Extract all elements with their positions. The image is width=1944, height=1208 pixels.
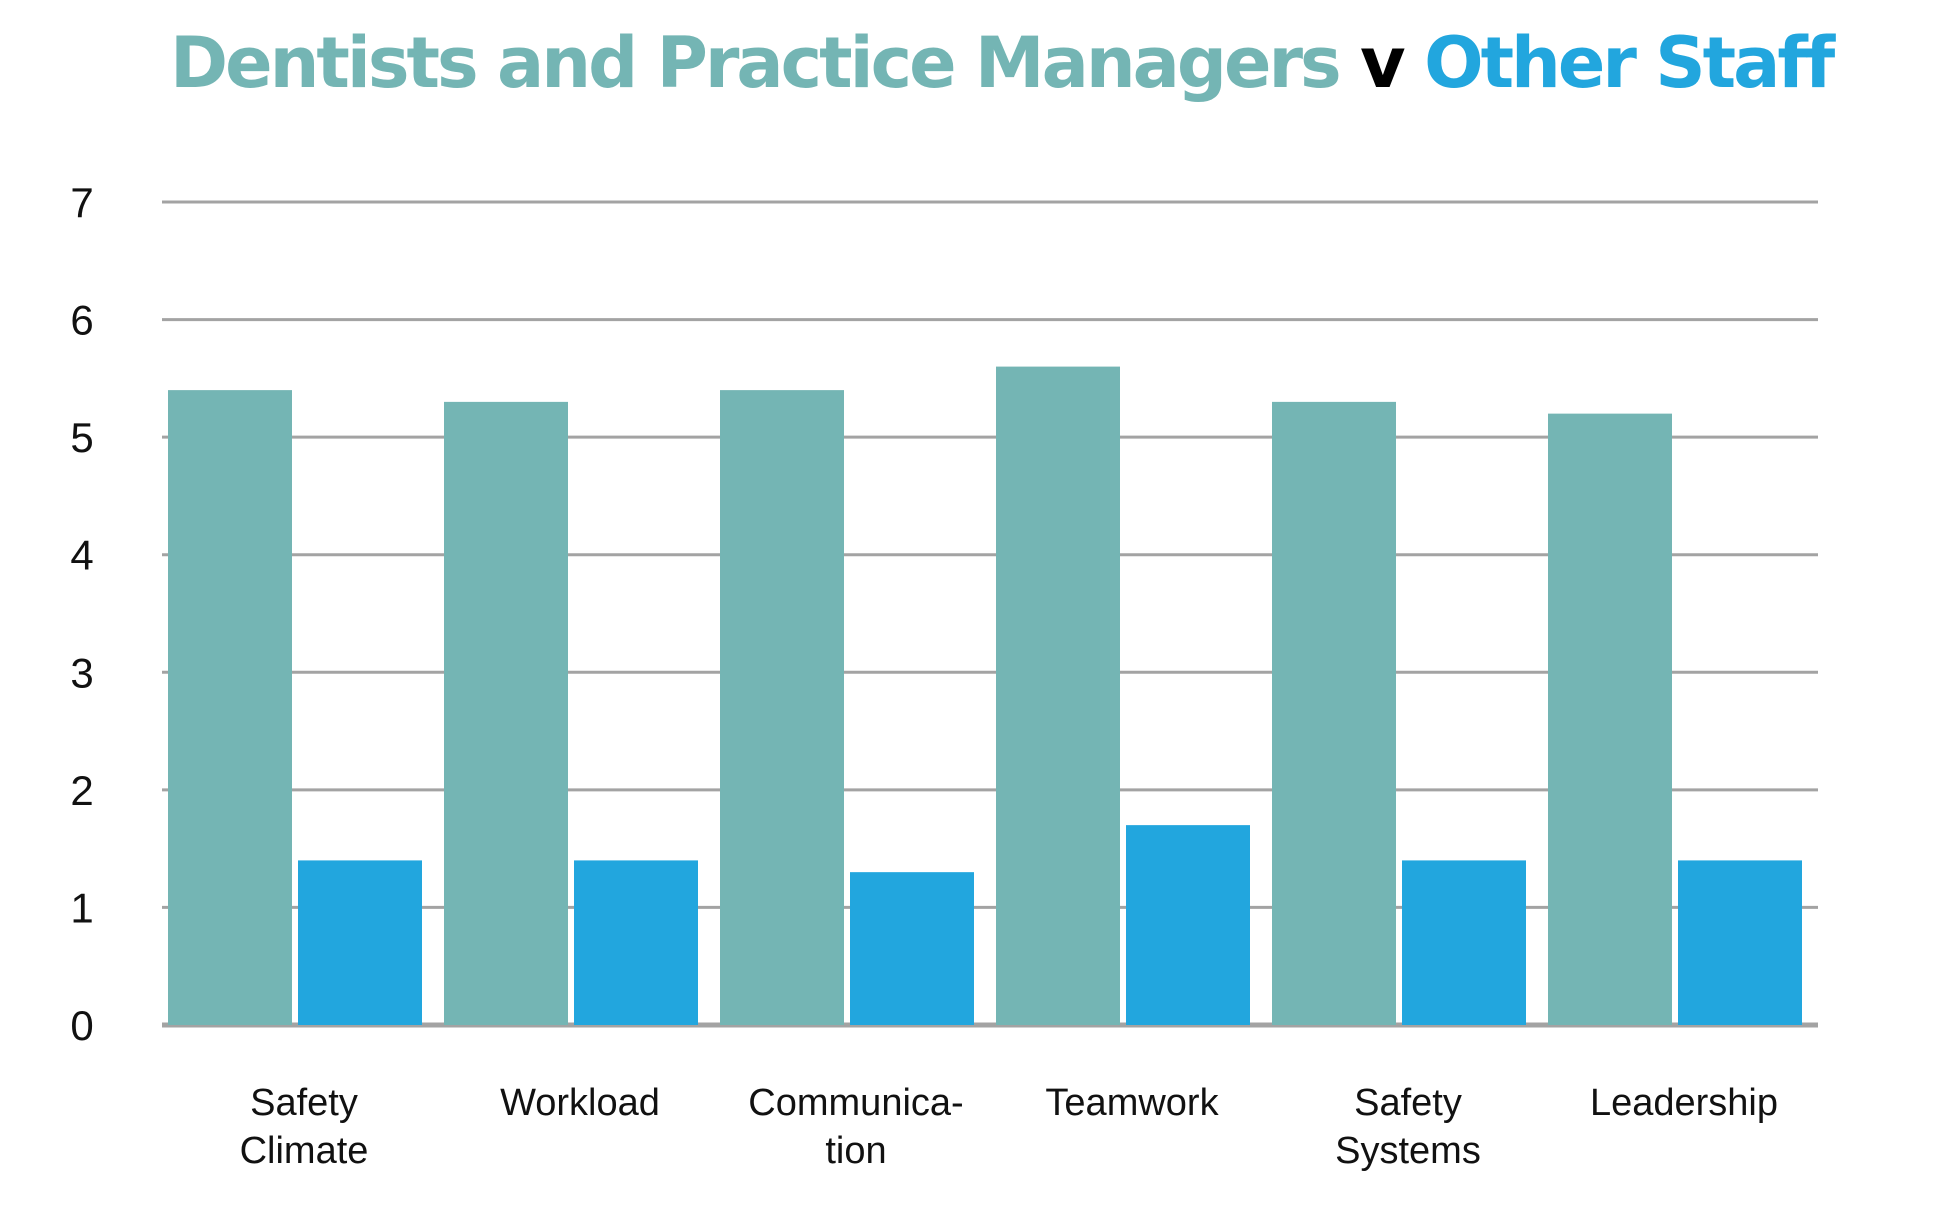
y-tick-label: 5 bbox=[70, 414, 93, 461]
bar-other-staff-5 bbox=[1678, 860, 1802, 1025]
y-tick-label: 2 bbox=[70, 767, 93, 814]
title-series-2: Other Staff bbox=[1424, 22, 1835, 104]
bar-other-staff-2 bbox=[850, 872, 974, 1025]
y-tick-label: 6 bbox=[70, 297, 93, 344]
bar-other-staff-4 bbox=[1402, 860, 1526, 1025]
bar-dentists-0 bbox=[168, 390, 292, 1026]
x-category-label-line: Leadership bbox=[1590, 1082, 1778, 1124]
bar-other-staff-3 bbox=[1126, 825, 1250, 1025]
x-axis: Safety Climate Workload Communica-tion Teamw… bbox=[240, 1082, 1778, 1172]
x-category-label-line: Safety bbox=[250, 1082, 358, 1124]
x-category-label: Safety Climate bbox=[240, 1082, 369, 1172]
bar-dentists-4 bbox=[1272, 401, 1396, 1025]
bar-other-staff-0 bbox=[298, 860, 422, 1025]
y-tick-label: 1 bbox=[70, 884, 93, 931]
bar-dentists-3 bbox=[996, 366, 1120, 1026]
y-tick-label: 0 bbox=[70, 1002, 93, 1049]
x-category-label-line: Systems bbox=[1335, 1130, 1481, 1172]
x-category-label: Leadership bbox=[1590, 1082, 1778, 1124]
x-category-label-line: Communica- bbox=[748, 1082, 963, 1124]
title-versus: v bbox=[1360, 22, 1406, 104]
bars bbox=[168, 366, 1802, 1026]
x-category-label-line: Climate bbox=[240, 1130, 369, 1172]
y-tick-label: 4 bbox=[70, 532, 93, 579]
x-category-label: Workload bbox=[500, 1082, 660, 1124]
chart-title: Dentists and Practice Managers v Other S… bbox=[170, 18, 1835, 109]
y-tick-label: 7 bbox=[70, 179, 93, 226]
bar-dentists-1 bbox=[444, 401, 568, 1025]
x-category-label-line: tion bbox=[825, 1130, 886, 1172]
x-category-label-line: Teamwork bbox=[1045, 1082, 1219, 1124]
x-category-label-line: Workload bbox=[500, 1082, 660, 1124]
x-category-label: Safety Systems bbox=[1335, 1082, 1481, 1172]
title-series-1: Dentists and Practice Managers bbox=[170, 22, 1342, 104]
x-category-label-line: Safety bbox=[1354, 1082, 1462, 1124]
y-tick-label: 3 bbox=[70, 649, 93, 696]
y-axis: 0 1 2 3 4 5 6 7 bbox=[70, 179, 93, 1049]
x-category-label: Teamwork bbox=[1045, 1082, 1219, 1124]
gridlines bbox=[162, 200, 1818, 1028]
bar-other-staff-1 bbox=[574, 860, 698, 1025]
bar-dentists-5 bbox=[1548, 413, 1672, 1026]
x-category-label: Communica-tion bbox=[748, 1082, 963, 1172]
bar-dentists-2 bbox=[720, 390, 844, 1026]
